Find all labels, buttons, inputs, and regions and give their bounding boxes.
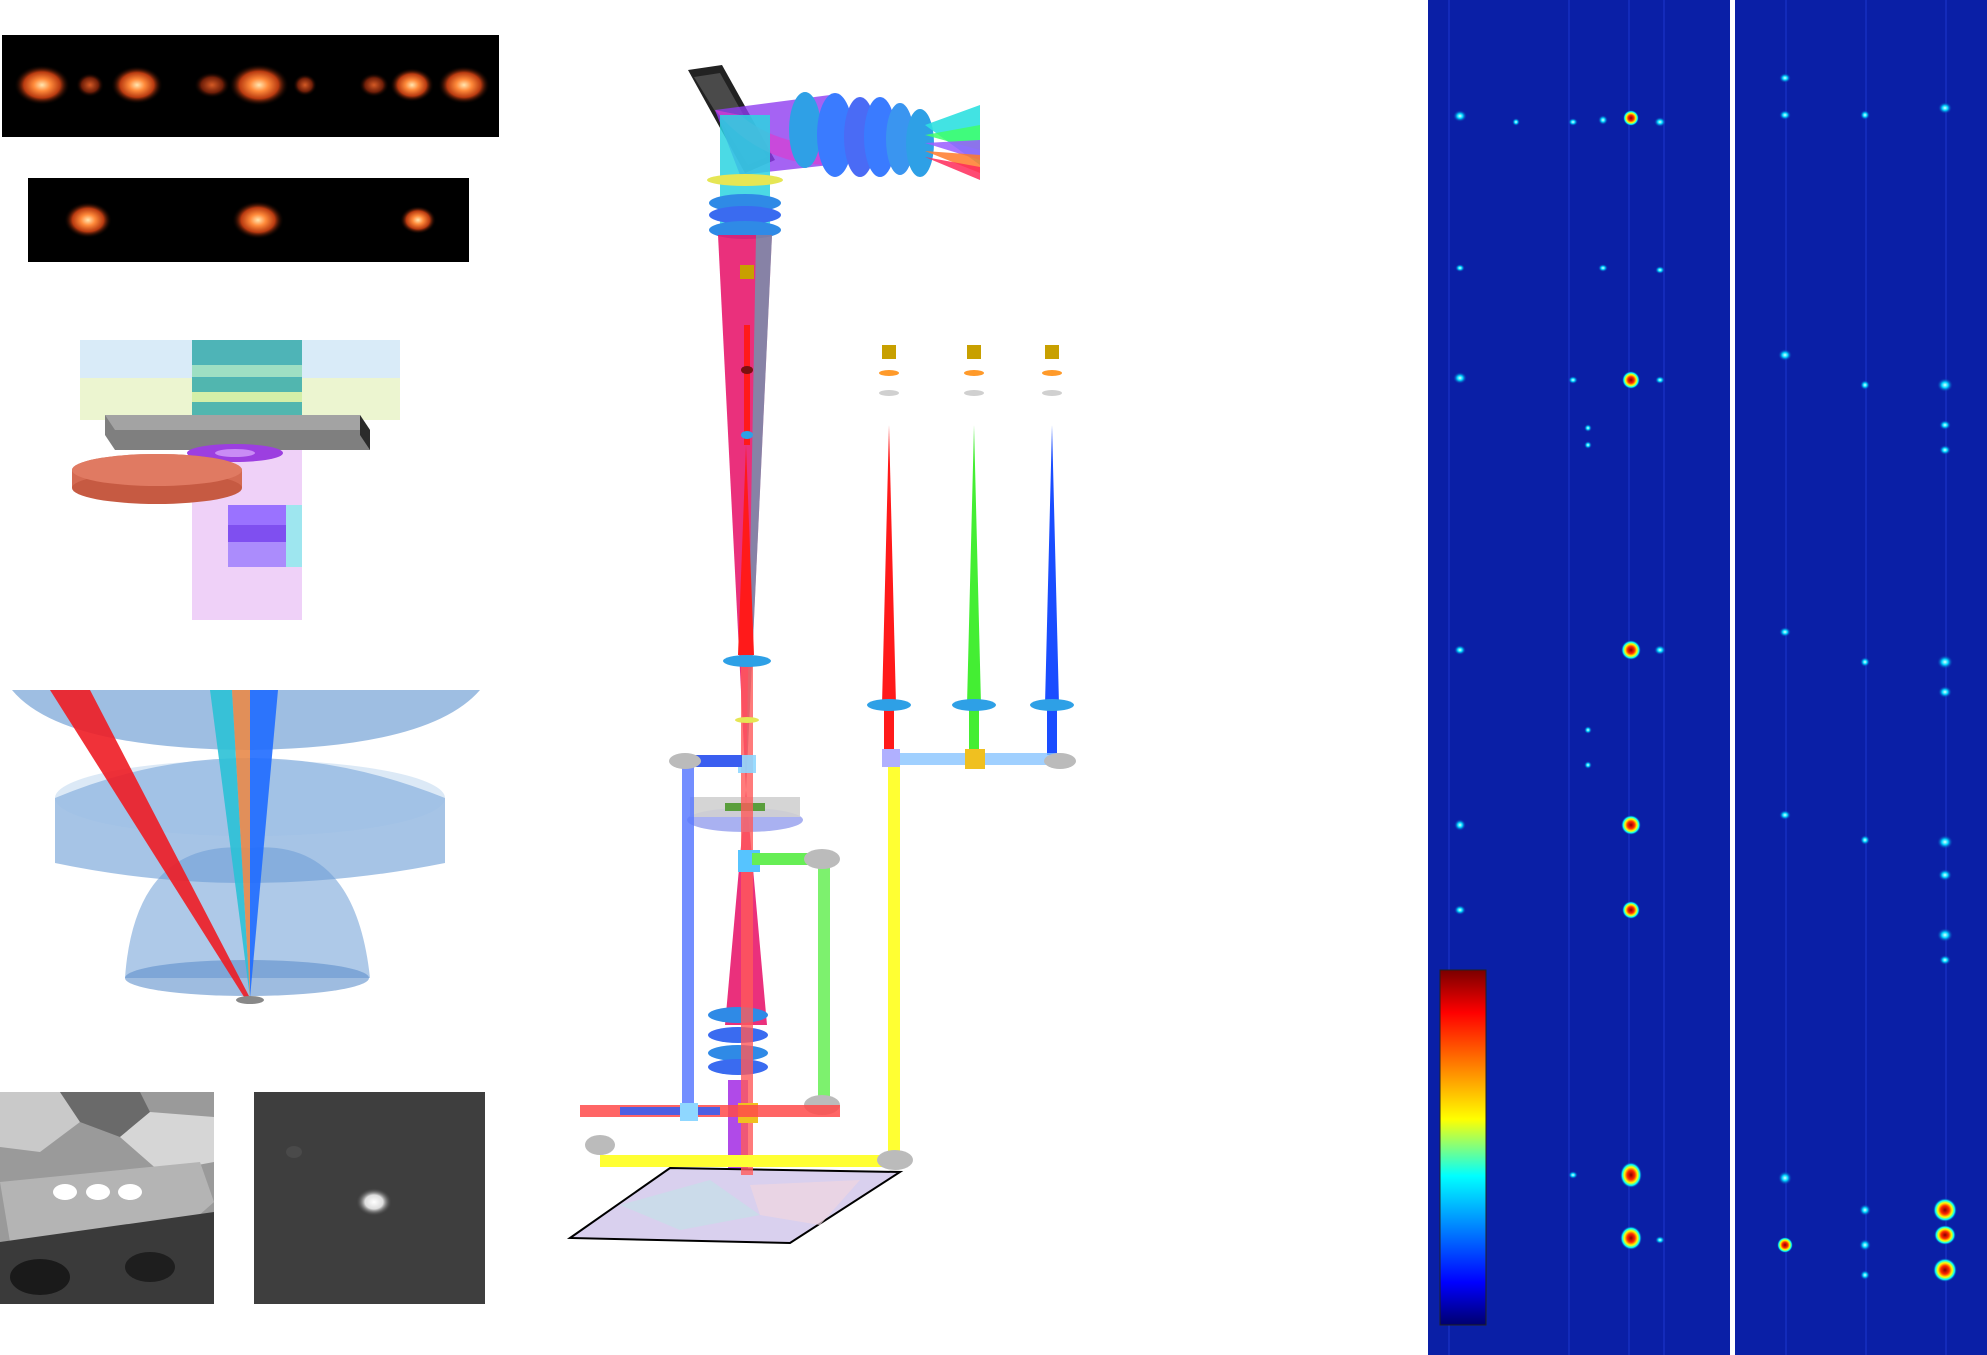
pl-spot-faint: [293, 74, 317, 96]
pl-spot: [400, 206, 436, 234]
pl-image-strip-five-spots: [2, 35, 499, 137]
pl-spot: [229, 64, 289, 106]
microscope-grayscale-image: [0, 1092, 214, 1304]
pl-spot-faint: [194, 72, 230, 98]
objective-lens-focusing-schematic: [10, 688, 485, 1018]
pl-spot: [232, 201, 284, 239]
single-spot-grayscale-image: [254, 1092, 485, 1304]
optical-setup-schematic: [560, 55, 1360, 1255]
pl-spot: [390, 68, 434, 102]
pl-spot: [111, 66, 163, 104]
pl-spot: [438, 66, 490, 104]
spectral-intensity-map-left: [1428, 0, 1730, 1355]
pl-spot-faint: [359, 73, 389, 97]
sample-stack-schematic: [60, 330, 420, 620]
spectral-intensity-map-right: [1735, 0, 1987, 1355]
colorbar: [1439, 969, 1487, 1326]
pl-spot: [14, 65, 70, 105]
pl-spot-faint: [76, 73, 104, 97]
pl-image-strip-three-spots: [28, 178, 469, 262]
pl-spot: [64, 202, 112, 238]
red-beam-line: [744, 325, 750, 445]
